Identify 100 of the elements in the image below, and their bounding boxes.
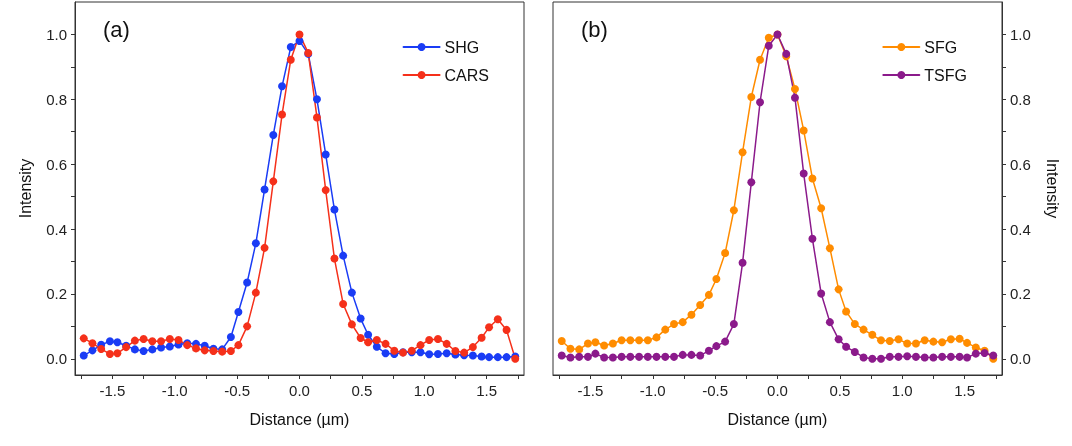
point	[790, 93, 799, 102]
point	[148, 345, 157, 354]
point	[442, 339, 451, 348]
point	[493, 315, 502, 324]
point	[312, 113, 321, 122]
point	[286, 43, 295, 52]
point	[278, 110, 287, 119]
point	[226, 347, 235, 355]
point	[712, 274, 721, 283]
point	[88, 339, 97, 348]
point	[790, 84, 799, 93]
point	[859, 325, 868, 334]
point	[652, 352, 661, 361]
x-tick-label: -0.5	[702, 382, 729, 399]
point	[903, 352, 912, 361]
point	[321, 186, 330, 195]
point	[877, 354, 886, 363]
annotation: (b)	[581, 16, 608, 42]
point	[234, 308, 243, 317]
point	[243, 278, 252, 287]
point	[566, 344, 575, 353]
point	[911, 352, 920, 361]
point	[903, 339, 912, 348]
point	[243, 322, 252, 331]
point	[626, 352, 635, 361]
y-tick-label: 0.8	[46, 90, 67, 108]
point	[468, 343, 477, 352]
point	[920, 353, 929, 362]
point	[330, 254, 339, 263]
point	[971, 349, 980, 358]
x-tick-label: -1.5	[577, 382, 604, 399]
point	[850, 320, 859, 329]
point	[738, 258, 747, 267]
point	[251, 288, 260, 297]
point	[756, 98, 765, 107]
point	[712, 342, 721, 351]
point	[799, 126, 808, 135]
point	[583, 352, 592, 361]
point	[113, 338, 122, 347]
point	[721, 249, 730, 258]
y2-tick-label: 0.8	[1010, 90, 1031, 108]
point	[575, 345, 584, 354]
point	[477, 352, 486, 361]
point	[260, 185, 269, 194]
point	[834, 285, 843, 294]
point	[678, 350, 687, 359]
point	[88, 346, 97, 355]
point	[226, 333, 235, 342]
x-tick-label: 0.0	[767, 382, 788, 399]
x-axis-title: Distance (µm)	[249, 410, 350, 428]
point	[330, 205, 339, 214]
point	[130, 336, 139, 345]
point	[834, 335, 843, 344]
x-axis-title: Distance (µm)	[727, 410, 828, 428]
point	[929, 353, 938, 362]
point	[600, 353, 609, 362]
point	[608, 339, 617, 348]
y2-tick-label: 1.0	[1010, 25, 1031, 43]
point	[687, 350, 696, 359]
point	[485, 323, 494, 332]
point	[200, 346, 209, 355]
point	[626, 336, 635, 345]
point	[738, 148, 747, 157]
point	[566, 353, 575, 362]
point	[817, 204, 826, 213]
point	[963, 353, 972, 362]
point	[174, 335, 183, 344]
x-tick-label: -1.0	[161, 382, 188, 399]
point	[756, 55, 765, 64]
point	[433, 335, 442, 343]
point	[721, 337, 730, 346]
y-tick-label: 0.0	[46, 350, 67, 368]
point	[696, 351, 705, 360]
point	[652, 333, 661, 342]
point	[425, 335, 434, 344]
point	[557, 351, 566, 360]
point	[451, 347, 460, 355]
point	[502, 325, 511, 334]
point	[955, 352, 964, 361]
legend-label: TSFG	[924, 66, 968, 84]
point	[643, 352, 652, 361]
point	[946, 335, 955, 344]
point	[321, 150, 330, 159]
point	[885, 336, 894, 345]
point	[868, 354, 877, 363]
point	[356, 334, 365, 343]
point	[364, 338, 373, 347]
x-tick-label: 1.5	[476, 382, 498, 399]
point	[347, 288, 356, 297]
x-tick-label: 0.5	[829, 382, 851, 399]
point	[79, 351, 88, 360]
point	[669, 352, 678, 361]
point	[416, 341, 425, 350]
y2-tick-label: 0.6	[1010, 155, 1031, 173]
annotation: (a)	[103, 16, 130, 42]
point	[130, 345, 139, 354]
y-tick-label: 0.2	[46, 285, 67, 303]
legend-label: CARS	[444, 66, 489, 84]
point	[825, 244, 834, 253]
point	[955, 334, 964, 343]
